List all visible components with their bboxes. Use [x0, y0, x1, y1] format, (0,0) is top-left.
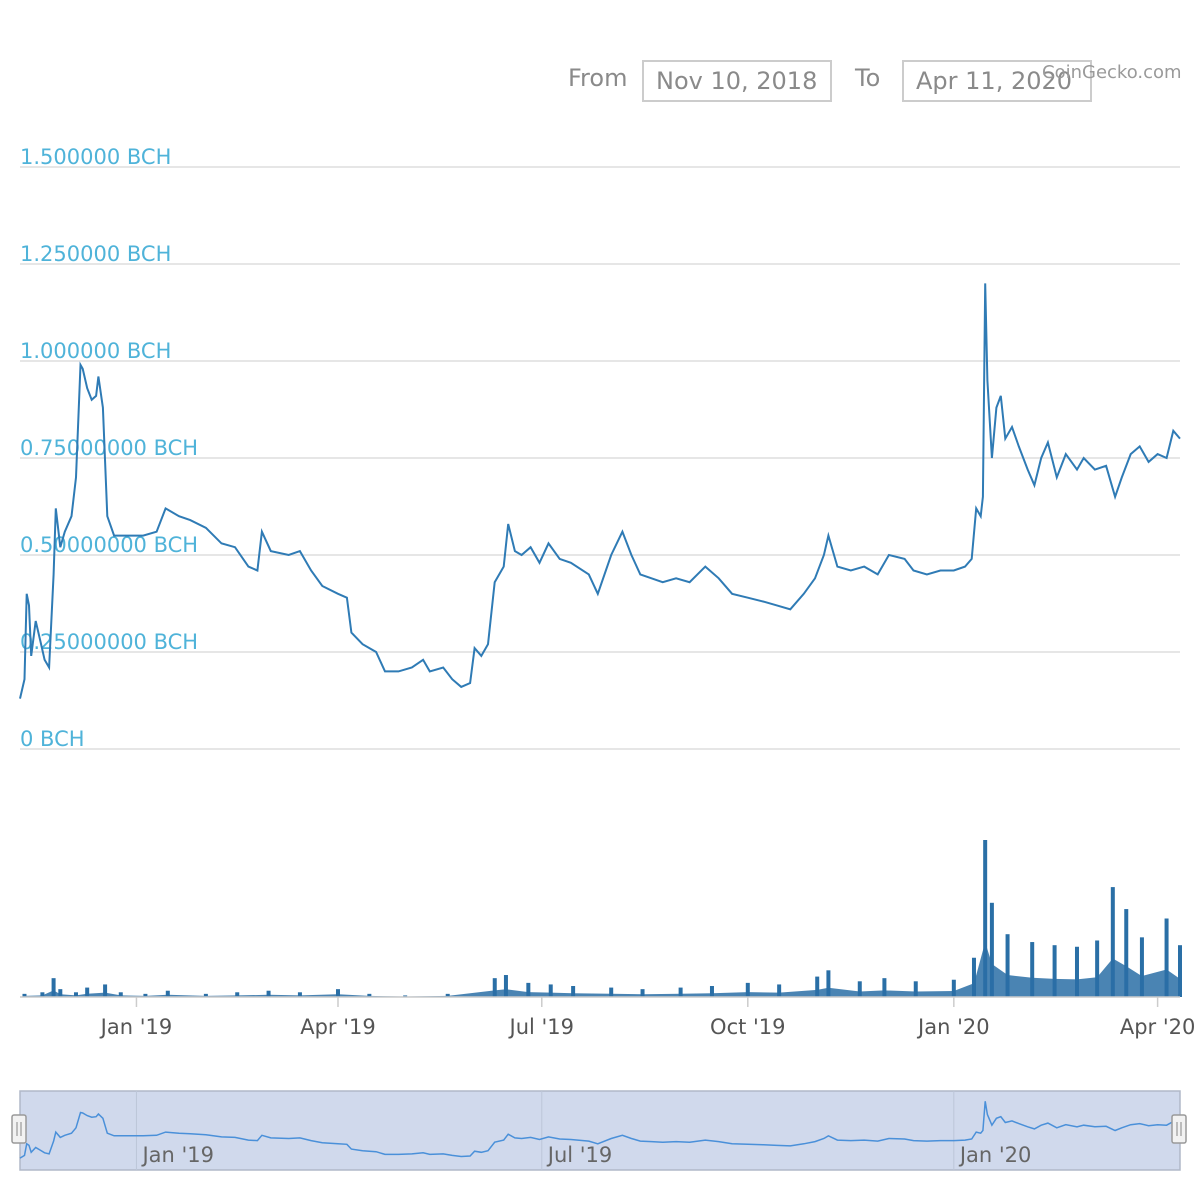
volume-bar [857, 981, 862, 997]
volume-bar [882, 978, 887, 997]
drag-handle-icon [1171, 1114, 1187, 1144]
volume-bar [1139, 937, 1144, 997]
volume-bar [118, 992, 123, 997]
volume-bar [203, 993, 208, 997]
navigator-tick-label: Jan '20 [958, 1143, 1032, 1167]
volume-bar [1074, 946, 1079, 997]
volume-bar [403, 995, 408, 997]
volume-bar [815, 976, 820, 997]
volume-bar [913, 981, 918, 997]
volume-bar [745, 982, 750, 997]
grid-lines [20, 166, 1180, 750]
volume-bar [165, 990, 170, 997]
y-axis-labels: 0 BCH 0.25000000 BCH 0.50000000 BCH 0.75000… [20, 145, 198, 751]
x-axis: Jan '19 Apr '19 Jul '19 Oct '19 Jan '20 Apr '… [20, 996, 1196, 1039]
range-from-input[interactable]: Nov 10, 2018 [642, 60, 832, 102]
range-to-label: To [855, 64, 881, 92]
volume-bar [989, 902, 994, 997]
navigator[interactable]: Jan '19 Jul '19 Jan '20 [11, 1090, 1187, 1171]
volume-bar [951, 979, 956, 997]
volume-series [20, 840, 1182, 997]
x-tick-label: Oct '19 [710, 1015, 785, 1039]
volume-area [20, 942, 1180, 997]
volume-bar [445, 993, 450, 997]
volume-bar [85, 987, 90, 997]
volume-bar [367, 993, 372, 997]
volume-bar [503, 975, 508, 997]
volume-bar [1110, 887, 1115, 997]
volume-bar [266, 990, 271, 997]
drag-handle-icon [11, 1114, 27, 1144]
volume-bar [548, 984, 553, 997]
volume-bar [73, 992, 78, 997]
y-tick-label: 0 BCH [20, 727, 85, 751]
volume-bar [40, 992, 45, 997]
volume-bar [1030, 942, 1035, 997]
navigator-tick-label: Jul '19 [546, 1143, 613, 1167]
range-from-label: From [568, 64, 628, 92]
volume-bar [492, 978, 497, 997]
volume-bar [1124, 909, 1129, 997]
volume-bar [609, 987, 614, 997]
volume-bar [1052, 945, 1057, 997]
volume-bar [297, 992, 302, 997]
volume-bar [1095, 940, 1100, 997]
volume-bar [58, 989, 63, 997]
volume-bar [709, 986, 714, 997]
volume-bar [983, 840, 988, 997]
navigator-line [19, 1101, 1181, 1159]
x-tick-label: Jan '19 [99, 1015, 173, 1039]
y-tick-label: 0.25000000 BCH [20, 630, 198, 654]
navigator-mask [19, 1090, 1181, 1171]
y-tick-label: 1.500000 BCH [20, 145, 171, 169]
x-tick-label: Apr '19 [300, 1015, 376, 1039]
price-series [19, 283, 1181, 699]
volume-bar [1164, 918, 1169, 997]
volume-bar [678, 987, 683, 997]
price-line [19, 283, 1181, 699]
navigator-handle-right[interactable] [1171, 1114, 1187, 1144]
volume-bar [826, 970, 831, 997]
y-tick-label: 0.75000000 BCH [20, 436, 198, 460]
volume-bar [335, 989, 340, 997]
range-to-input[interactable]: Apr 11, 2020 [902, 60, 1092, 102]
volume-bar [971, 957, 976, 997]
y-tick-label: 1.000000 BCH [20, 339, 171, 363]
volume-bar [1178, 945, 1182, 997]
volume-bar [103, 984, 108, 997]
volume-bar [51, 978, 56, 997]
x-tick-label: Apr '20 [1120, 1015, 1196, 1039]
volume-bar [235, 992, 240, 997]
credits-link[interactable]: CoinGecko.com [1042, 62, 1182, 83]
volume-bar [777, 984, 782, 997]
x-tick-label: Jul '19 [508, 1015, 575, 1039]
volume-bar [526, 982, 531, 997]
x-tick-label: Jan '20 [916, 1015, 990, 1039]
y-tick-label: 1.250000 BCH [20, 242, 171, 266]
navigator-handle-left[interactable] [11, 1114, 27, 1144]
volume-bar [640, 989, 645, 997]
navigator-tick-label: Jan '19 [140, 1143, 214, 1167]
volume-bar [143, 993, 148, 997]
volume-bar [571, 986, 576, 997]
y-tick-label: 0.50000000 BCH [20, 533, 198, 557]
volume-bar [1005, 934, 1010, 997]
volume-bar [22, 993, 27, 997]
